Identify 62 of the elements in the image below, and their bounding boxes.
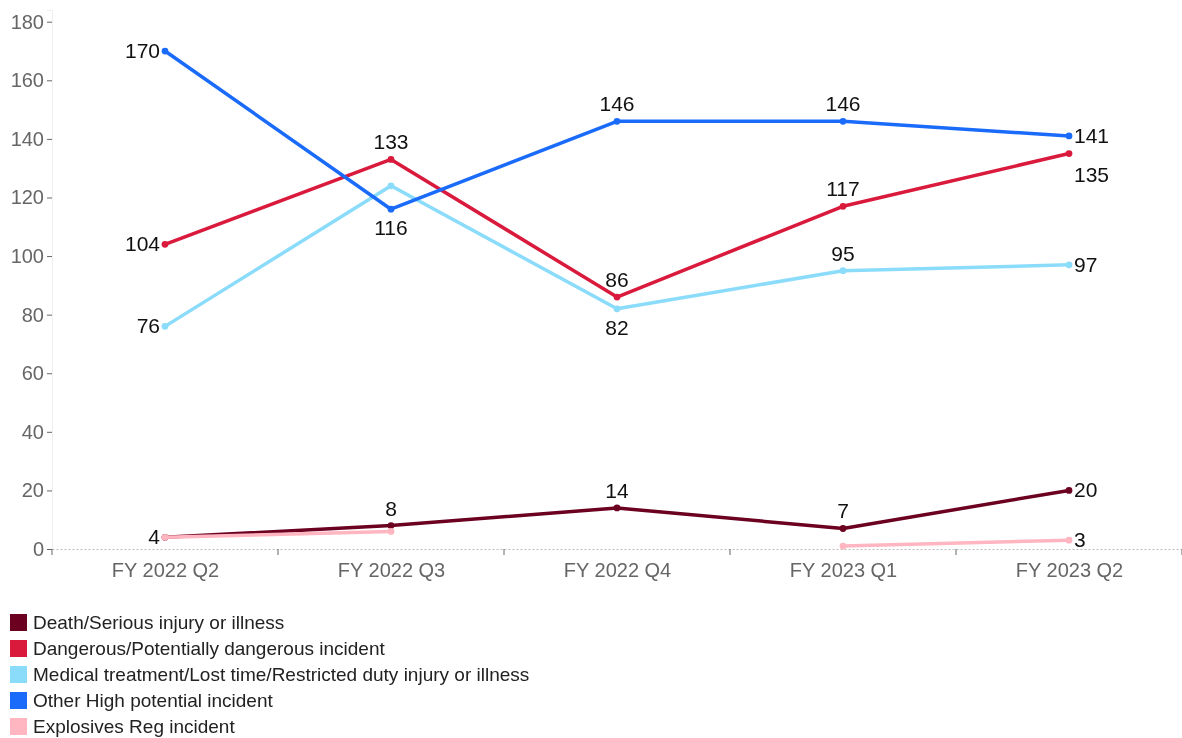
y-tick-label: 120 [10,186,44,209]
y-tick-label: 80 [21,303,44,326]
y-tick-label: 20 [21,479,44,502]
data-label: 116 [374,216,408,240]
y-tick-label: 0 [32,537,44,560]
legend-label: Explosives Reg incident [33,716,236,737]
x-tick-label: FY 2022 Q4 [563,559,672,582]
point [387,182,395,190]
data-label: 146 [825,92,861,116]
point [839,267,847,275]
data-label: 82 [605,315,629,339]
data-label: 97 [1074,252,1098,276]
data-label: 95 [831,241,855,265]
point [161,47,169,55]
point [613,504,621,512]
data-label: 8 [385,496,397,520]
data-label: 7 [837,499,849,523]
point [1065,150,1073,157]
point [161,322,169,330]
data-label: 4 [148,525,161,549]
point [613,305,621,313]
point [387,528,395,535]
data-label: 14 [605,478,629,502]
legend-label: Death/Serious injury or illness [33,612,285,633]
y-tick-label: 140 [10,127,44,150]
y-tick-label: 100 [10,244,44,267]
data-label: 133 [373,130,409,154]
data-label: 141 [1074,123,1110,147]
y-tick-label: 40 [21,420,44,443]
point [839,202,847,210]
point [613,293,621,301]
point [1065,487,1073,494]
data-label: 146 [599,92,635,116]
x-tick-label: FY 2023 Q2 [1015,559,1124,582]
point [839,117,847,125]
y-tick-label: 180 [10,10,44,33]
y-tick-label: 160 [10,69,44,92]
y-tick-label: 60 [21,362,44,385]
point [613,117,621,125]
x-tick-label: FY 2022 Q2 [111,559,220,582]
point [839,525,847,532]
point [1065,132,1073,140]
x-tick-label: FY 2022 Q3 [337,559,446,582]
data-label: 104 [124,232,161,256]
point [387,205,395,213]
data-label: 76 [136,314,160,338]
point [161,240,169,248]
point [1065,261,1073,269]
point [839,542,847,550]
point [1065,536,1073,544]
data-label: 170 [124,39,160,63]
data-label: 117 [826,177,860,201]
point [387,156,395,163]
x-tick-label: FY 2023 Q1 [789,559,898,582]
data-label: 86 [605,268,629,292]
data-label: 20 [1074,478,1098,502]
data-label: 3 [1074,528,1086,552]
legend-label: Dangerous/Potentially dangerous incident [33,638,386,659]
point [387,522,395,529]
legend-label: Medical treatment/Lost time/Restricted duty injury or illness [33,664,530,685]
legend-label: Other High potential incident [33,690,274,711]
data-label: 135 [1074,162,1110,186]
